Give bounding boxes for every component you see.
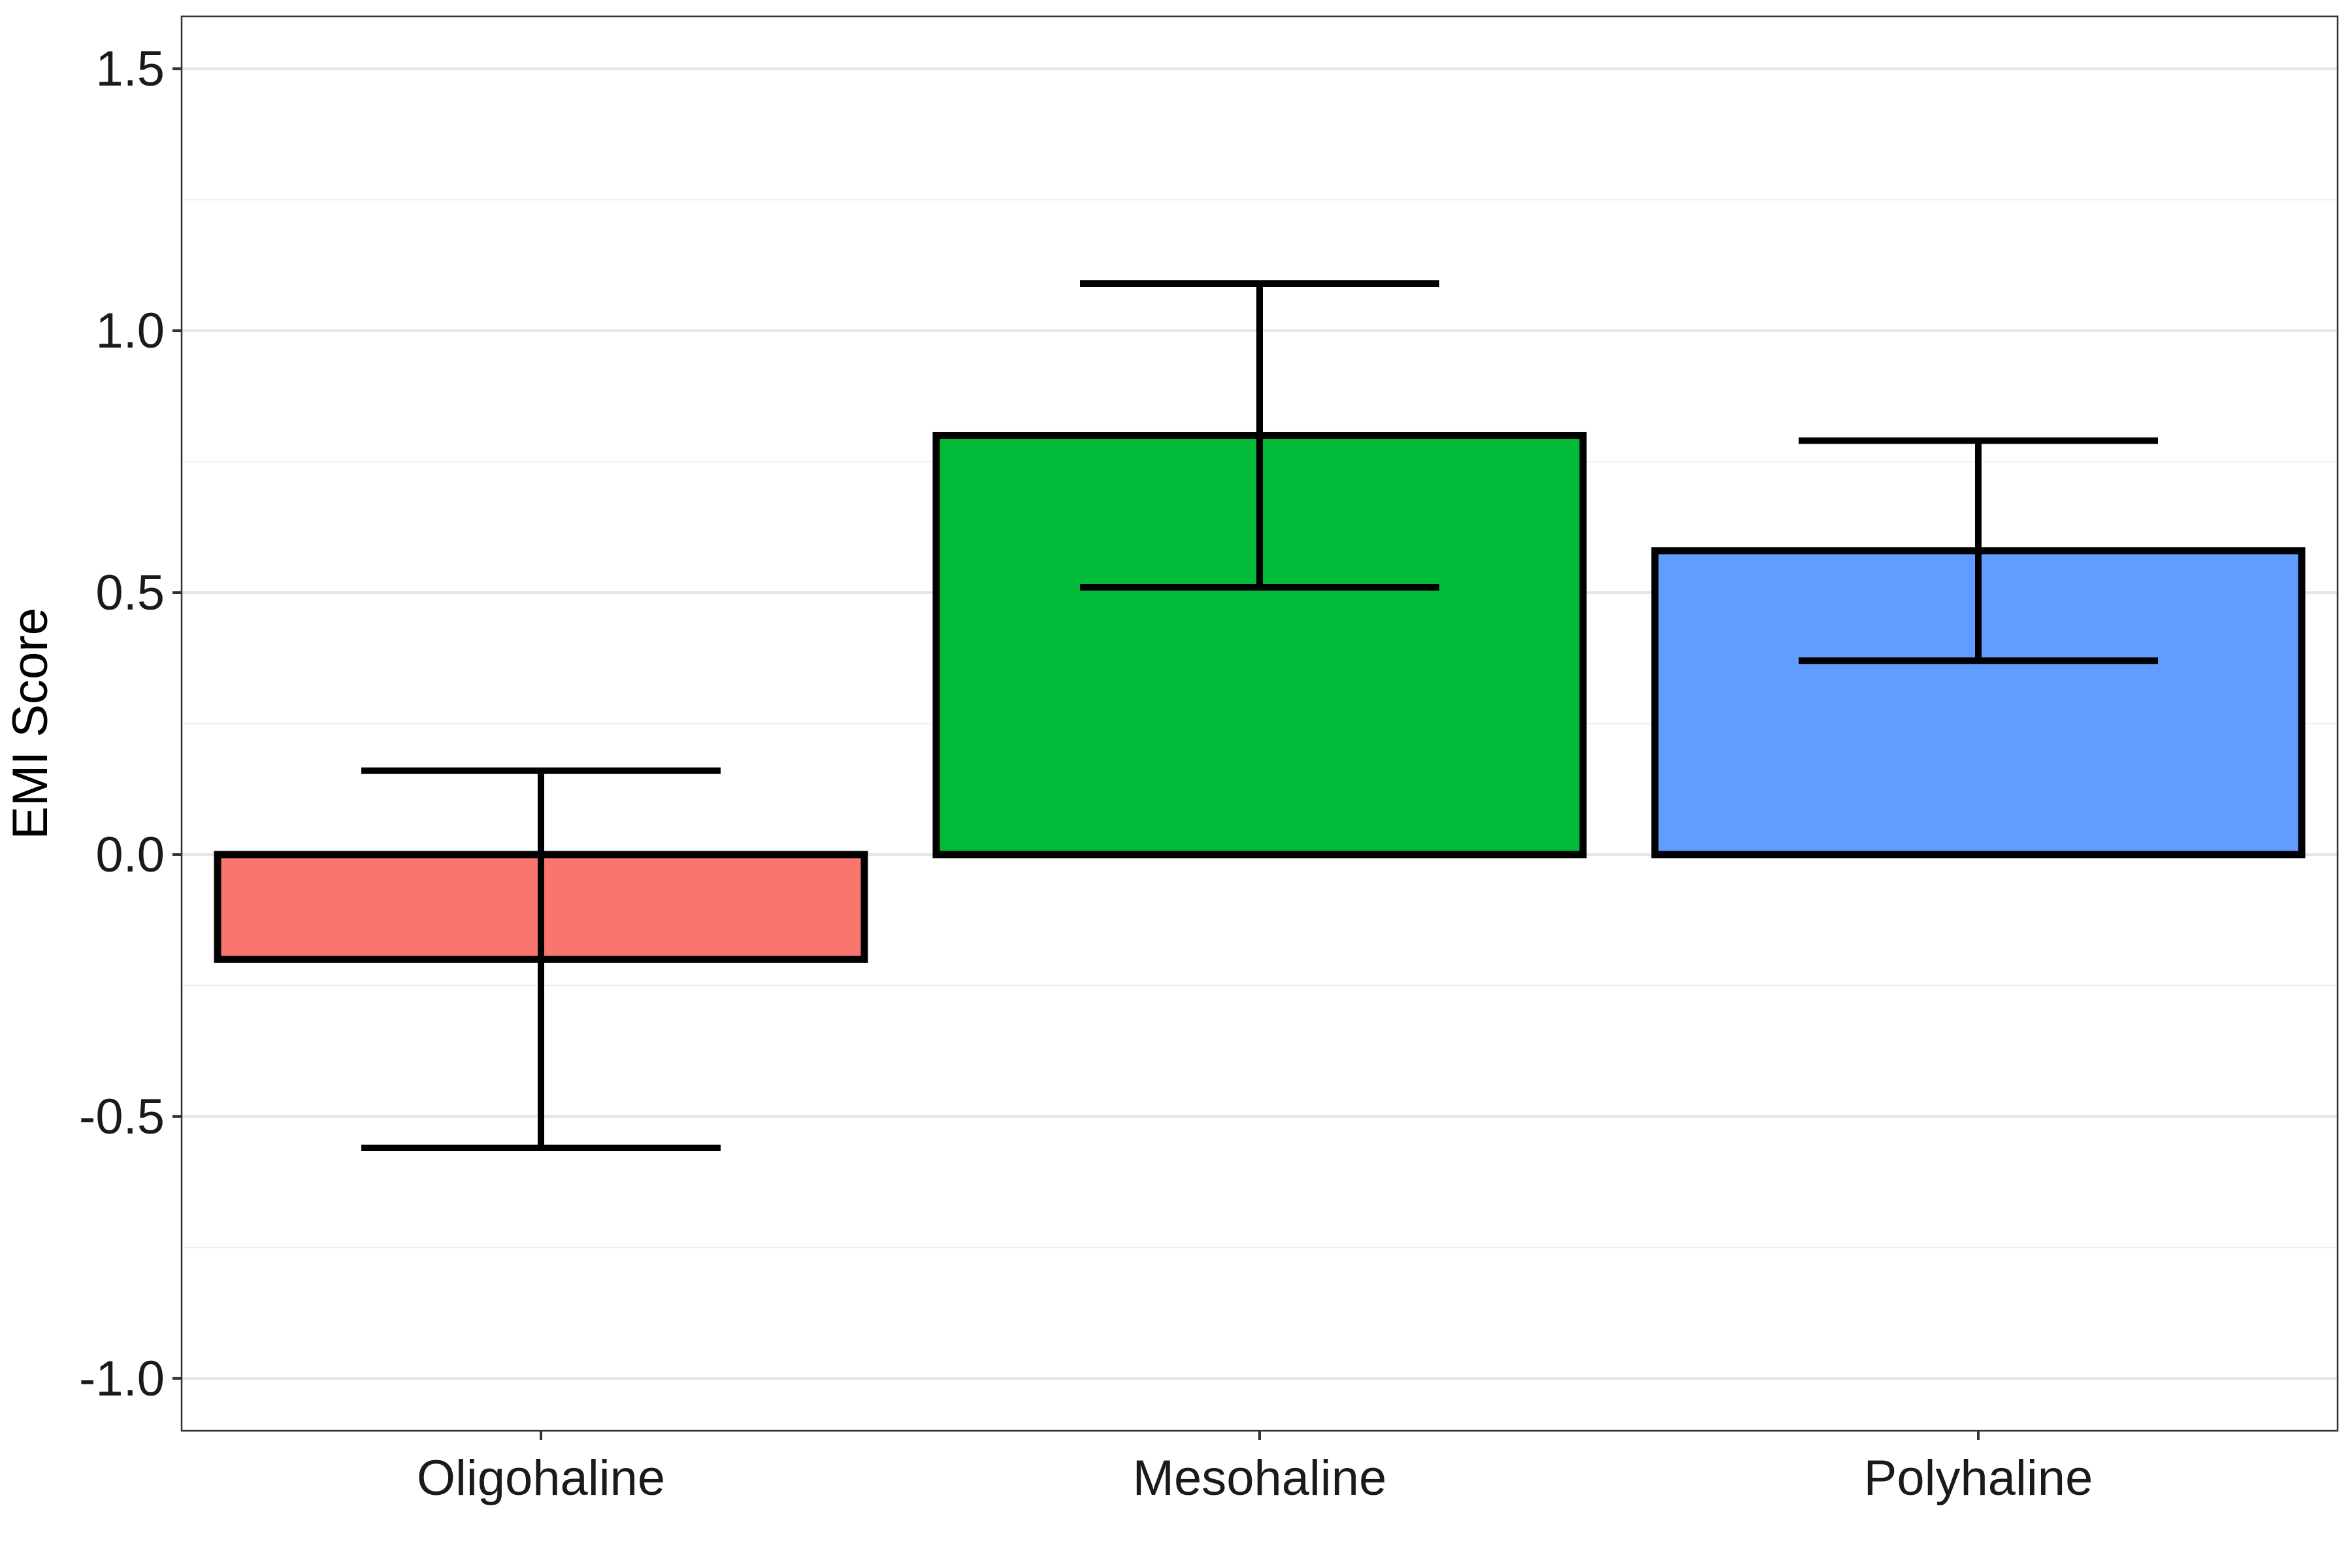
x-axis: Oligohaline Mesohaline Polyhaline: [417, 1431, 2093, 1506]
y-tick-label: 1.0: [95, 303, 165, 359]
x-tick-label-polyhaline: Polyhaline: [1864, 1450, 2093, 1506]
y-tick-label: 0.5: [95, 565, 165, 621]
y-tick-label: 0.0: [95, 827, 165, 883]
x-tick-label-mesohaline: Mesohaline: [1133, 1450, 1387, 1506]
y-tick-label: -1.0: [79, 1351, 165, 1407]
y-axis-title: EMI Score: [3, 608, 58, 840]
error-bar-polyhaline: [1799, 437, 2158, 664]
y-tick-label: 1.5: [95, 41, 165, 97]
error-bar-mesohaline: [1080, 280, 1439, 591]
y-tick-label: -0.5: [79, 1089, 165, 1145]
bars: [214, 431, 2306, 963]
error-bar-oligohaline: [361, 767, 721, 1151]
error-bars: [361, 280, 2158, 1151]
x-tick-label-oligohaline: Oligohaline: [417, 1450, 665, 1506]
y-axis: -1.0 -0.5 0.0 0.5 1.0 1.5: [79, 41, 182, 1407]
